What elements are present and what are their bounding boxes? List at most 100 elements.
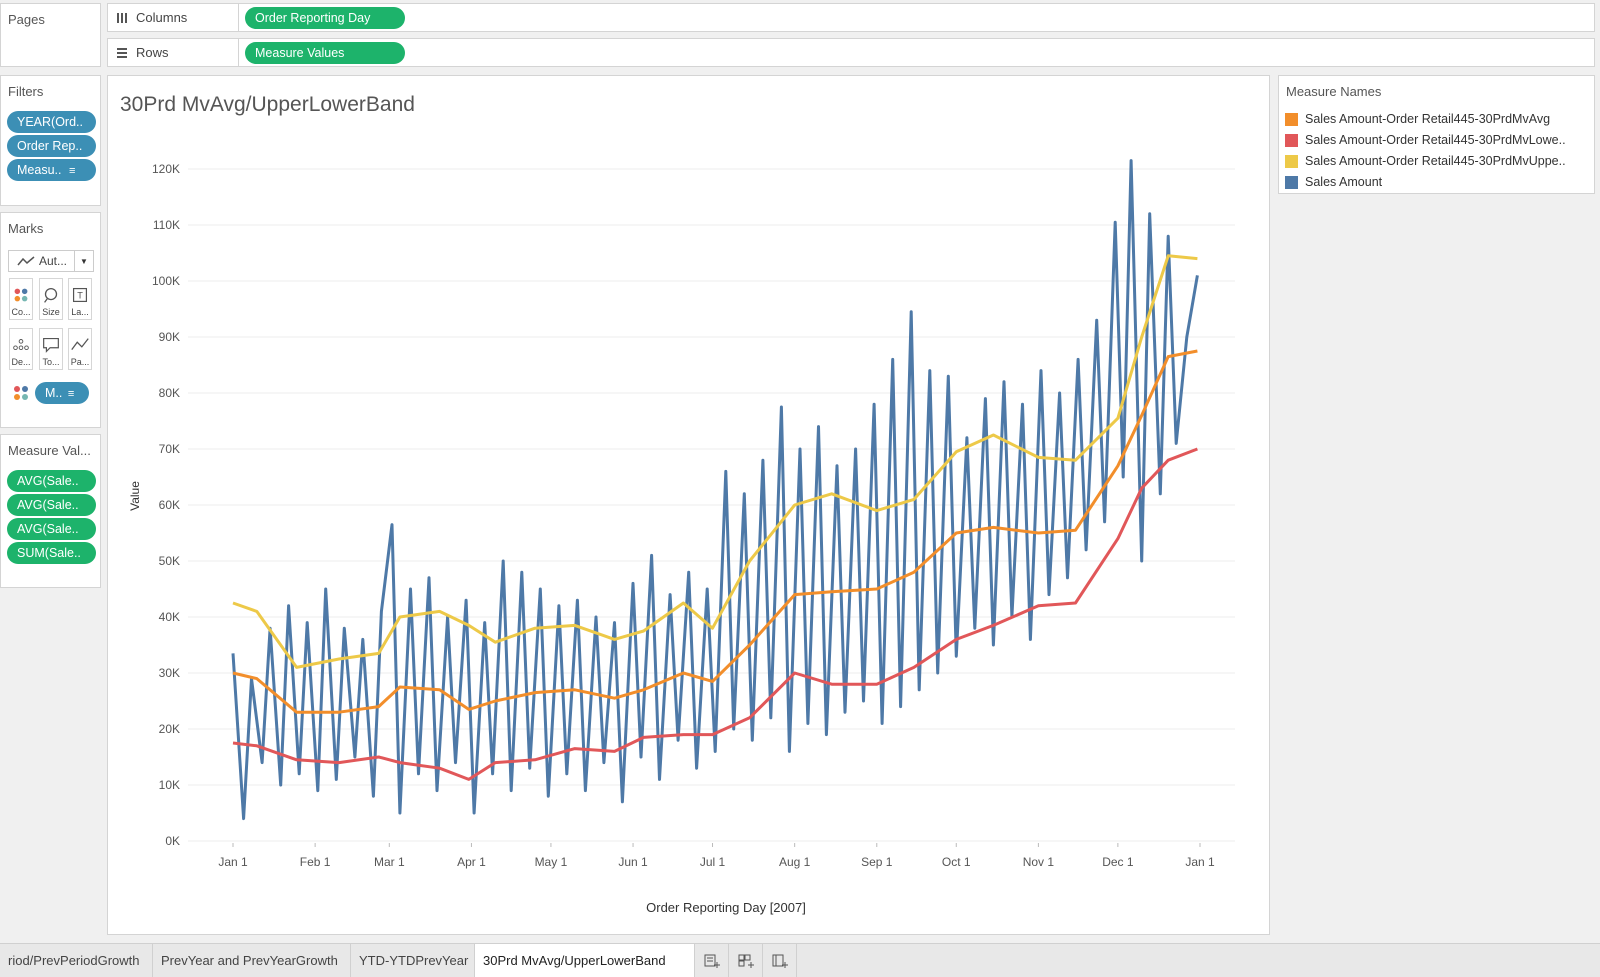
tab-label: riod/PrevPeriodGrowth xyxy=(8,953,140,968)
legend-swatch xyxy=(1285,112,1298,126)
columns-icon xyxy=(117,12,127,23)
sort-icon: ≡ xyxy=(68,165,76,177)
legend-item-label: Sales Amount-Order Retail445-30PrdMvLowe… xyxy=(1305,133,1566,147)
x-tick-label: Jan 1 xyxy=(1185,855,1215,869)
y-tick-label: 50K xyxy=(159,554,180,568)
label-icon: T xyxy=(72,287,88,303)
tab-30prd-mvavg[interactable]: 30Prd MvAvg/UpperLowerBand xyxy=(475,944,695,977)
y-tick-label: 70K xyxy=(159,442,180,456)
tab-label: PrevYear and PrevYearGrowth xyxy=(161,953,338,968)
filter-pill-measures-label: Measu.. xyxy=(17,163,62,177)
x-tick-label: Apr 1 xyxy=(457,855,486,869)
columns-shelf[interactable]: Columns Order Reporting Day xyxy=(107,3,1595,32)
tab-ytd[interactable]: YTD-YTDPrevYear xyxy=(351,944,475,977)
legend-item-label: Sales Amount-Order Retail445-30PrdMvUppe… xyxy=(1305,154,1566,168)
rows-icon xyxy=(117,47,127,58)
size-icon xyxy=(44,287,58,303)
x-tick-label: Jan 1 xyxy=(218,855,248,869)
pages-title: Pages xyxy=(8,12,45,27)
filters-title: Filters xyxy=(8,84,44,99)
tab-label: 30Prd MvAvg/UpperLowerBand xyxy=(483,953,666,968)
series-line-0[interactable] xyxy=(232,254,1198,669)
x-tick-label: Oct 1 xyxy=(942,855,971,869)
rows-pill[interactable]: Measure Values xyxy=(245,42,405,64)
series-line-1[interactable] xyxy=(232,349,1198,714)
y-tick-label: 20K xyxy=(159,722,180,736)
legend-panel[interactable]: Measure Names Sales Amount-Order Retail4… xyxy=(1278,75,1595,194)
y-tick-label: 40K xyxy=(159,610,180,624)
columns-shelf-label: Columns xyxy=(116,4,187,31)
marks-measure-names-pill[interactable]: M.. ≡ xyxy=(35,382,89,404)
new-dashboard-icon[interactable] xyxy=(729,944,763,977)
path-button[interactable]: Pa... xyxy=(68,328,92,370)
legend-swatch xyxy=(1285,133,1298,147)
legend-swatch xyxy=(1285,175,1298,189)
y-axis-label: Value xyxy=(128,481,142,511)
filter-pill-year[interactable]: YEAR(Ord.. xyxy=(7,111,96,133)
filter-pill-order-rep[interactable]: Order Rep.. xyxy=(7,135,96,157)
x-tick-label: Mar 1 xyxy=(374,855,405,869)
measure-value-pill[interactable]: AVG(Sale.. xyxy=(7,494,96,516)
rows-shelf[interactable]: Rows Measure Values xyxy=(107,38,1595,67)
detail-icon xyxy=(13,339,29,351)
marks-measure-names-label: M.. xyxy=(45,386,63,400)
columns-pill[interactable]: Order Reporting Day xyxy=(245,7,405,29)
measure-value-pill[interactable]: SUM(Sale.. xyxy=(7,542,96,564)
label-button-label: La... xyxy=(71,307,89,317)
legend-item[interactable]: Sales Amount-Order Retail445-30PrdMvUppe… xyxy=(1285,152,1581,170)
x-tick-label: Sep 1 xyxy=(861,855,893,869)
size-button-label: Size xyxy=(42,307,60,317)
x-tick-label: Aug 1 xyxy=(779,855,811,869)
new-story-icon[interactable] xyxy=(763,944,797,977)
pages-panel[interactable]: Pages xyxy=(0,3,101,67)
detail-button[interactable]: De... xyxy=(9,328,33,370)
x-tick-label: Nov 1 xyxy=(1023,855,1055,869)
measure-value-pill[interactable]: AVG(Sale.. xyxy=(7,470,96,492)
filter-pill-measures[interactable]: Measu.. ≡ xyxy=(7,159,96,181)
measure-values-panel[interactable]: Measure Val... AVG(Sale.. AVG(Sale.. AVG… xyxy=(0,434,101,588)
path-icon xyxy=(71,338,89,350)
y-tick-label: 10K xyxy=(159,778,180,792)
mark-type-dropdown[interactable]: Aut... ▼ xyxy=(8,250,94,272)
chart-title: 30Prd MvAvg/UpperLowerBand xyxy=(120,93,415,116)
marks-panel[interactable]: Marks Aut... ▼ Co... Size T La... De... … xyxy=(0,212,101,428)
legend-item[interactable]: Sales Amount xyxy=(1285,173,1581,191)
chart-svg[interactable]: 30Prd MvAvg/UpperLowerBand 0K 10K 20K 30K 40… xyxy=(108,76,1269,934)
x-axis-label: Order Reporting Day [2007] xyxy=(646,900,806,915)
color-button-label: Co... xyxy=(11,307,31,317)
y-tick-label: 30K xyxy=(159,666,180,680)
y-tick-label: 60K xyxy=(159,498,180,512)
rows-shelf-label: Rows xyxy=(116,39,169,66)
new-worksheet-icon[interactable] xyxy=(695,944,729,977)
tooltip-button[interactable]: To... xyxy=(39,328,63,370)
tab-label: YTD-YTDPrevYear xyxy=(359,953,469,968)
legend-item-label: Sales Amount-Order Retail445-30PrdMvAvg xyxy=(1305,112,1551,126)
legend-item[interactable]: Sales Amount-Order Retail445-30PrdMvAvg xyxy=(1285,110,1581,128)
y-tick-label: 110K xyxy=(153,218,180,232)
series-line-3[interactable] xyxy=(231,159,1199,821)
path-button-label: Pa... xyxy=(70,357,90,367)
legend-item[interactable]: Sales Amount-Order Retail445-30PrdMvLowe… xyxy=(1285,131,1581,149)
series-line-2[interactable] xyxy=(232,447,1198,781)
color-button[interactable]: Co... xyxy=(9,278,33,320)
tab-prev-period-growth[interactable]: riod/PrevPeriodGrowth xyxy=(0,944,153,977)
chart-panel: 30Prd MvAvg/UpperLowerBand 0K 10K 20K 30K 40… xyxy=(107,75,1270,935)
legend-swatch xyxy=(1285,154,1298,168)
label-button[interactable]: T La... xyxy=(68,278,92,320)
chevron-down-icon: ▼ xyxy=(74,251,93,271)
y-tick-label: 0K xyxy=(165,834,180,848)
color-field-icon xyxy=(14,386,28,400)
x-tick-label: Dec 1 xyxy=(1102,855,1134,869)
sort-icon: ≡ xyxy=(67,388,75,400)
x-tick-label: Feb 1 xyxy=(300,855,331,869)
y-tick-label: 100K xyxy=(152,274,180,288)
mark-type-label: Aut... xyxy=(39,254,68,268)
tab-prev-year[interactable]: PrevYear and PrevYearGrowth xyxy=(153,944,351,977)
filters-panel[interactable]: Filters YEAR(Ord.. Order Rep.. Measu.. ≡ xyxy=(0,75,101,206)
x-tick-label: Jul 1 xyxy=(700,855,726,869)
rows-label: Rows xyxy=(136,45,169,60)
detail-button-label: De... xyxy=(11,357,31,367)
size-button[interactable]: Size xyxy=(39,278,63,320)
measure-value-pill[interactable]: AVG(Sale.. xyxy=(7,518,96,540)
line-mark-icon xyxy=(17,256,35,266)
